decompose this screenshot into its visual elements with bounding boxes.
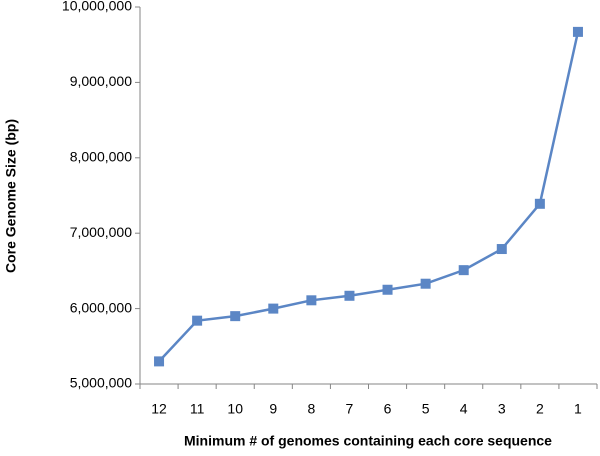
y-tick-label: 10,000,000 — [62, 0, 132, 14]
marker — [192, 315, 203, 326]
x-tick-label: 1 — [574, 401, 582, 417]
marker — [458, 265, 469, 276]
y-tick-label: 7,000,000 — [70, 224, 132, 240]
x-tick-label: 11 — [190, 401, 205, 417]
marker — [382, 284, 393, 295]
marker — [306, 295, 317, 306]
marker — [154, 356, 165, 367]
marker — [230, 311, 241, 322]
x-tick-label: 9 — [269, 401, 277, 417]
y-tick-label: 5,000,000 — [70, 375, 132, 391]
y-axis-title: Core Genome Size (bp) — [3, 119, 19, 273]
x-tick-label: 10 — [227, 401, 243, 417]
x-tick-label: 6 — [384, 401, 392, 417]
x-tick-label: 2 — [536, 401, 544, 417]
marker — [344, 290, 355, 301]
x-tick-label: 7 — [346, 401, 354, 417]
x-tick-label: 5 — [422, 401, 430, 417]
y-tick-label: 8,000,000 — [70, 149, 132, 165]
marker — [534, 198, 545, 209]
y-tick-label: 6,000,000 — [70, 299, 132, 315]
marker — [496, 244, 507, 255]
marker — [268, 303, 279, 314]
x-axis-title: Minimum # of genomes containing each cor… — [184, 433, 552, 449]
x-tick-label: 3 — [498, 401, 506, 417]
x-tick-label: 8 — [307, 401, 315, 417]
line — [158, 31, 580, 363]
x-tick-label: 4 — [460, 401, 468, 417]
x-tick-label: 12 — [151, 401, 167, 417]
marker — [572, 26, 583, 37]
y-tick-label: 9,000,000 — [70, 73, 132, 89]
marker — [420, 278, 431, 289]
